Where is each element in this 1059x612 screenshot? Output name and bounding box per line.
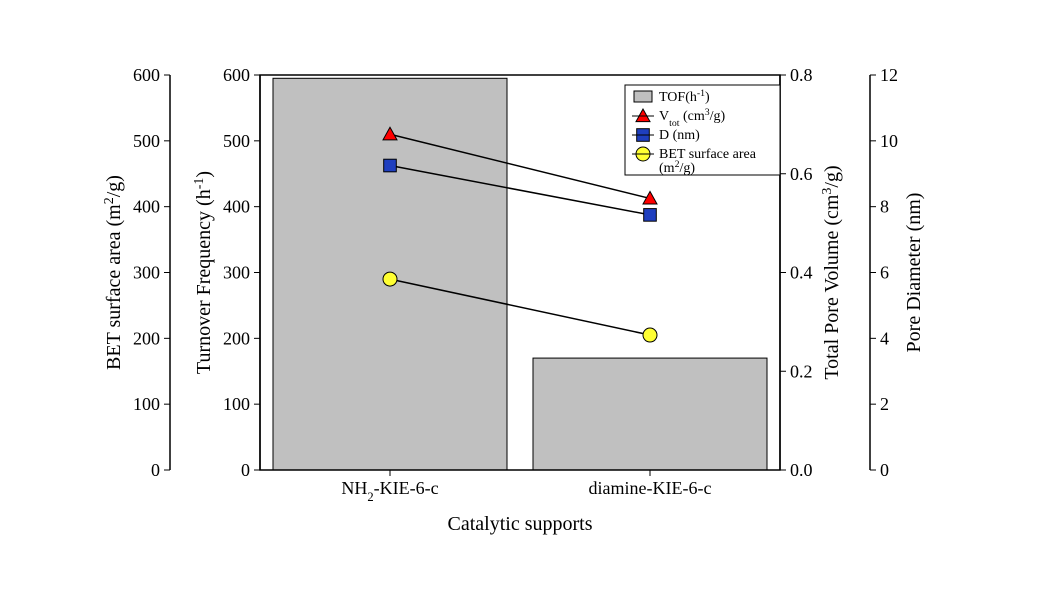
legend-label: D (nm) (659, 128, 700, 143)
y-tick-label: 6 (880, 263, 889, 283)
bar (533, 358, 767, 470)
y-tick-label: 8 (880, 197, 889, 217)
y-tick-label: 100 (133, 394, 160, 414)
y-tick-label: 200 (133, 328, 160, 348)
chart-svg: NH2-KIE-6-c diamine-KIE-6-c Catalytic supp… (0, 0, 1059, 612)
x-axis-label: Catalytic supports (448, 513, 593, 535)
y-tick-label: 500 (133, 131, 160, 151)
y-tick-label: 0 (880, 460, 889, 480)
y-tick-label: 100 (223, 394, 250, 414)
y-tick-label: 0.8 (790, 65, 813, 85)
marker-circle (383, 272, 397, 286)
y-tick-label: 400 (133, 197, 160, 217)
y-tick-label: 0.2 (790, 361, 813, 381)
y-tick-label: 0.6 (790, 164, 813, 184)
y-tick-label: 300 (133, 263, 160, 283)
y-tick-label: 300 (223, 263, 250, 283)
y-tick-label: 10 (880, 131, 898, 151)
x-tick-label: NH2-KIE-6-c (341, 478, 438, 504)
y-tick-label: 4 (880, 328, 889, 348)
y-tick-label: 2 (880, 394, 889, 414)
y-tick-label: 600 (223, 65, 250, 85)
y-axis-label: Turnover Frequency (h-1) (192, 171, 216, 374)
y-axis-label: Pore Diameter (nm) (903, 193, 925, 353)
y-tick-label: 500 (223, 131, 250, 151)
marker-circle (643, 328, 657, 342)
y-tick-label: 0.4 (790, 263, 813, 283)
y-tick-label: 400 (223, 197, 250, 217)
marker-square (384, 159, 397, 172)
y-tick-label: 200 (223, 328, 250, 348)
y-tick-label: 600 (133, 65, 160, 85)
marker-square (644, 209, 657, 222)
y-tick-label: 0 (241, 460, 250, 480)
y-tick-label: 0 (151, 460, 160, 480)
y-axis-label: BET surface area (m2/g) (102, 175, 126, 370)
y-axis-label: Total Pore Volume (cm3/g) (820, 165, 844, 379)
y-tick-label: 12 (880, 65, 898, 85)
y-tick-label: 0.0 (790, 460, 813, 480)
x-tick-label: diamine-KIE-6-c (589, 478, 712, 498)
